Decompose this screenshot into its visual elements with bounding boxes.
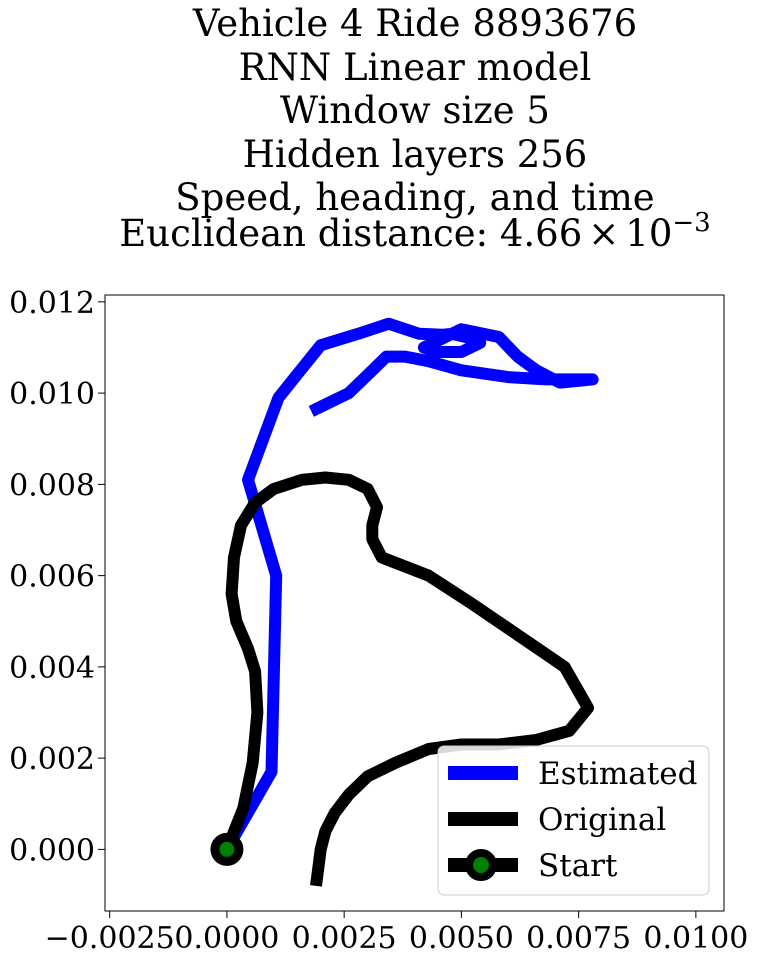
y-tick-label: 0.004 [9, 651, 95, 686]
x-tick-label: 0.0075 [526, 921, 631, 956]
title-distance-base: 10 [625, 212, 672, 255]
chart-title: Vehicle 4 Ride 8893676 RNN Linear model … [119, 2, 710, 255]
y-tick-label: 0.002 [9, 742, 95, 777]
legend-swatch-start-marker [465, 849, 497, 881]
series-line-estimated [221, 317, 599, 853]
title-line-4: Hidden layers 256 [243, 133, 588, 176]
x-tick-label: 0.0100 [643, 921, 748, 956]
y-tick-label: 0.010 [9, 377, 95, 412]
title-distance-prefix: Euclidean distance: [119, 212, 500, 255]
legend-label-start: Start [538, 848, 618, 884]
legend-frame [437, 745, 710, 896]
legend-label-original: Original [538, 802, 666, 838]
start-marker [210, 832, 244, 866]
title-line-6: Euclidean distance: 4.66 × 10−3 [119, 208, 710, 255]
title-line-3: Window size 5 [280, 89, 550, 132]
x-tick-label: 0.0000 [174, 921, 279, 956]
x-tick-label: −0.0025 [45, 921, 175, 956]
title-line-5: Speed, heading, and time [175, 176, 654, 219]
x-axis: −0.0025 0.0000 0.0025 0.0050 0.0075 0.0100 [45, 911, 748, 956]
title-distance-times: × [588, 212, 619, 255]
y-axis: 0.000 0.002 0.004 0.006 0.008 0.010 0.012 [9, 286, 105, 868]
plot-area: −0.0025 0.0000 0.0025 0.0050 0.0075 0.0100 0.… [9, 286, 748, 956]
plot-frame [104, 294, 725, 912]
legend: Estimated Original Start [437, 745, 710, 896]
x-tick-label: 0.0050 [409, 921, 514, 956]
series-line-original [221, 471, 594, 887]
title-line-1: Vehicle 4 Ride 8893676 [192, 2, 637, 45]
y-tick-label: 0.000 [9, 833, 95, 868]
title-distance-mantissa: 4.66 [500, 212, 582, 255]
legend-label-estimated: Estimated [538, 756, 697, 792]
x-tick-label: 0.0025 [292, 921, 397, 956]
title-line-2: RNN Linear model [239, 46, 592, 89]
y-tick-label: 0.008 [9, 468, 95, 503]
y-tick-label: 0.006 [9, 560, 95, 595]
series-layer [221, 317, 599, 887]
title-distance-exponent: −3 [672, 208, 710, 238]
y-tick-label: 0.012 [9, 286, 95, 321]
